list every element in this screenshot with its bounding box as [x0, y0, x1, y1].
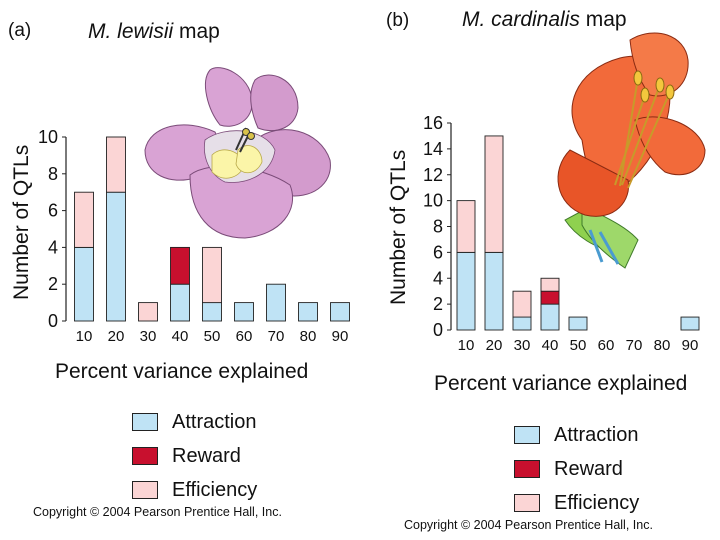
x-tick-label: 80 — [654, 337, 671, 354]
panel-a-title-suffix: map — [173, 20, 220, 43]
bar-efficiency-40 — [540, 277, 560, 292]
panel-b-title-suffix: map — [579, 8, 627, 31]
x-tick-label: 60 — [236, 328, 253, 345]
chart-b-ylabel: Number of QTLs — [387, 149, 410, 305]
y-tick-label: 10 — [423, 191, 443, 211]
x-tick-label: 50 — [570, 337, 587, 354]
chart-plot: 0 2 4 6 8 10 12 14 16 10 20 30 40 50 60 70 80 90 — [423, 113, 700, 354]
x-tick-label: 80 — [300, 328, 317, 345]
y-tick-label: 14 — [423, 139, 443, 159]
x-tick-label: 40 — [542, 337, 559, 354]
panel-b: (b) M. cardinalis map 0 2 4 6 8 10 12 14 16 10 20 3… — [370, 0, 720, 540]
y-tick-label: 12 — [423, 165, 443, 185]
y-tick-label: 8 — [433, 217, 443, 237]
panel-a: (a) M. lewisii map 0 2 4 6 8 10 10 20 30 40 50 60 70… — [8, 20, 350, 519]
bar-efficiency-50 — [202, 246, 222, 304]
copyright-a: Copyright © 2004 Pearson Prentice Hall, … — [33, 505, 282, 519]
legend-item-attraction: Attraction — [132, 405, 257, 439]
legend-item-attraction: Attraction — [514, 418, 639, 452]
x-tick-label: 70 — [268, 328, 285, 345]
y-tick-label: 2 — [433, 294, 443, 314]
legend-swatch-efficiency — [132, 481, 158, 499]
y-tick-label: 10 — [38, 127, 58, 147]
bar-efficiency-10 — [456, 200, 476, 253]
x-tick-label: 60 — [598, 337, 615, 354]
legend-swatch-reward — [514, 460, 540, 478]
panel-b-label: (b) — [386, 10, 410, 31]
cardinalis-flower-illustration — [557, 32, 706, 269]
y-tick-label: 0 — [48, 311, 58, 331]
bar-attraction-80 — [298, 302, 318, 322]
chart-b: 0 2 4 6 8 10 12 14 16 10 20 30 40 50 60 70 80 90 — [423, 32, 706, 354]
legend-item-efficiency: Efficiency — [514, 486, 639, 520]
legend-item-reward: Reward — [132, 439, 257, 473]
legend-item-efficiency: Efficiency — [132, 473, 257, 507]
legend-label-efficiency: Efficiency — [172, 478, 258, 501]
y-tick-label: 16 — [423, 113, 443, 133]
panel-a-title: M. lewisii map — [88, 20, 220, 44]
bar-efficiency-30 — [512, 290, 532, 318]
bar-reward-40 — [170, 246, 190, 285]
y-tick-label: 4 — [48, 237, 58, 257]
x-tick-label: 20 — [486, 337, 503, 354]
bar-attraction-50 — [568, 316, 588, 331]
y-tick-label: 0 — [433, 320, 443, 340]
legend-b: Attraction Reward Efficiency — [514, 418, 639, 520]
chart-a-xlabel: Percent variance explained — [55, 360, 309, 383]
x-tick-label: 90 — [332, 328, 349, 345]
y-tick-label: 6 — [48, 201, 58, 221]
bar-attraction-90 — [330, 302, 350, 322]
bar-attraction-30 — [512, 316, 532, 331]
panel-b-title-species: M. cardinalis — [462, 8, 580, 31]
legend-swatch-attraction — [514, 426, 540, 444]
y-tick-label: 4 — [433, 268, 443, 288]
bar-reward-40 — [540, 290, 560, 305]
x-tick-label: 20 — [108, 328, 125, 345]
bar-attraction-40 — [540, 303, 560, 331]
bar-attraction-20 — [106, 191, 126, 322]
legend-a: Attraction Reward Efficiency — [132, 405, 257, 507]
legend-label-reward: Reward — [554, 457, 623, 480]
x-tick-label: 10 — [76, 328, 93, 345]
legend-item-reward: Reward — [514, 452, 639, 486]
bar-efficiency-20 — [106, 136, 126, 193]
x-tick-label: 50 — [204, 328, 221, 345]
legend-swatch-efficiency — [514, 494, 540, 512]
bar-attraction-10 — [456, 251, 476, 331]
chart-b-xlabel: Percent variance explained — [434, 372, 688, 395]
x-tick-label: 30 — [514, 337, 531, 354]
lewisii-flower-illustration — [144, 67, 331, 239]
x-tick-label: 10 — [458, 337, 475, 354]
x-tick-label: 90 — [682, 337, 699, 354]
legend-label-attraction: Attraction — [554, 423, 639, 446]
bar-attraction-40 — [170, 283, 190, 322]
panel-a-label: (a) — [8, 20, 32, 41]
y-tick-label: 8 — [48, 164, 58, 184]
bar-attraction-20 — [484, 251, 504, 331]
copyright-b: Copyright © 2004 Pearson Prentice Hall, … — [404, 518, 653, 532]
y-tick-label: 2 — [48, 274, 58, 294]
bar-efficiency-20 — [484, 135, 504, 253]
legend-swatch-reward — [132, 447, 158, 465]
bar-attraction-60 — [234, 302, 254, 322]
bar-attraction-50 — [202, 302, 222, 322]
x-tick-label: 30 — [140, 328, 157, 345]
bar-attraction-10 — [74, 246, 94, 322]
bar-attraction-90 — [680, 316, 700, 331]
panel-b-title: M. cardinalis map — [462, 8, 627, 32]
bar-attraction-70 — [266, 283, 286, 322]
chart-plot: 0 2 4 6 8 10 10 20 30 40 50 60 70 80 90 — [38, 127, 350, 345]
legend-label-attraction: Attraction — [172, 410, 257, 433]
y-tick-label: 6 — [433, 242, 443, 262]
chart-a-ylabel: Number of QTLs — [10, 144, 33, 300]
bar-efficiency-10 — [74, 191, 94, 248]
legend-label-reward: Reward — [172, 444, 241, 467]
legend-swatch-attraction — [132, 413, 158, 431]
x-tick-label: 70 — [626, 337, 643, 354]
x-tick-label: 40 — [172, 328, 189, 345]
panel-a-title-species: M. lewisii — [88, 20, 174, 43]
bar-efficiency-30 — [138, 302, 158, 322]
legend-label-efficiency: Efficiency — [554, 491, 640, 514]
chart-a: 0 2 4 6 8 10 10 20 30 40 50 60 70 80 90 — [38, 67, 350, 345]
